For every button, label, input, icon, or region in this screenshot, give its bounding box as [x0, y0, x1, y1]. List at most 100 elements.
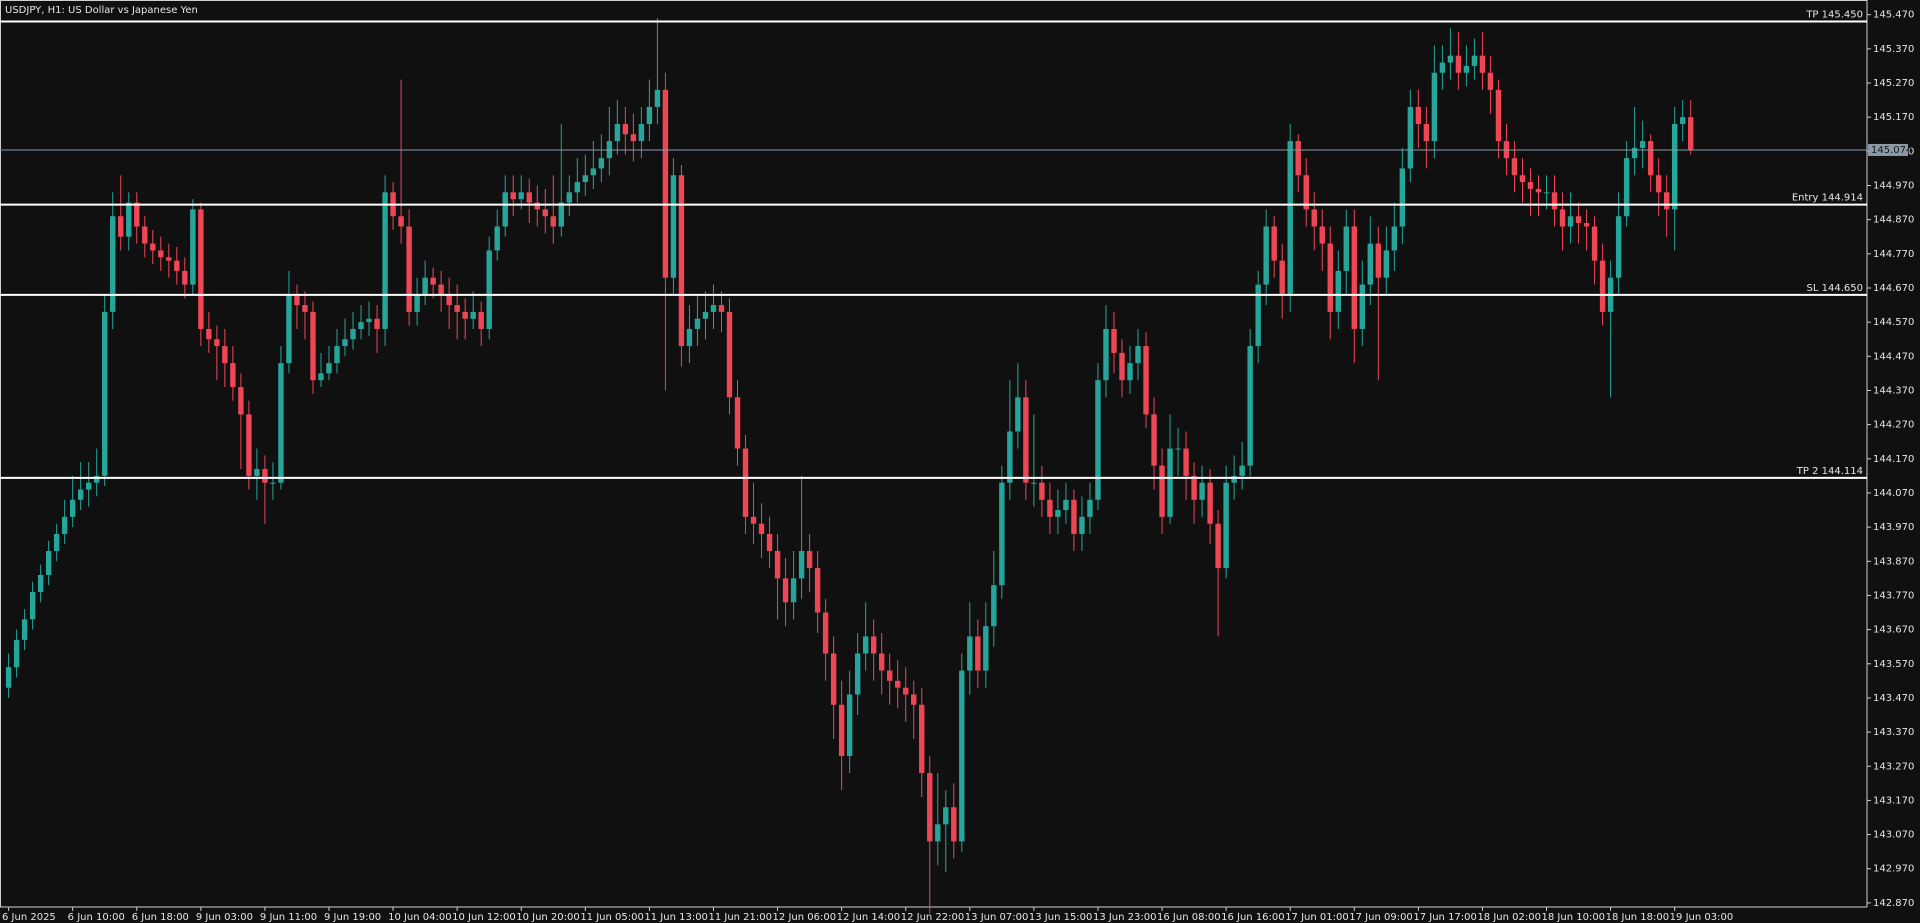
candle-body	[318, 373, 324, 381]
candle-body	[1143, 346, 1149, 415]
candle-body	[1423, 124, 1430, 142]
candle-body	[1167, 448, 1173, 517]
x-tick-label: 10 Jun 20:00	[516, 912, 580, 923]
candle-body	[526, 192, 532, 203]
x-tick-label: 18 Jun 02:00	[1477, 912, 1541, 923]
candle-body	[630, 134, 637, 142]
candle-body	[1247, 346, 1253, 466]
candle-body	[1599, 260, 1606, 312]
candle-body	[614, 124, 621, 142]
candle-body	[1688, 117, 1694, 150]
candle-body	[310, 311, 316, 381]
level-label: Entry 144.914	[1792, 193, 1863, 204]
candle-body	[1487, 72, 1494, 90]
candle-body	[1159, 465, 1165, 517]
candle-body	[374, 318, 380, 329]
candle-body	[286, 294, 292, 364]
candle-body	[1263, 226, 1269, 285]
candle-body	[422, 277, 428, 295]
candle-body	[1095, 380, 1101, 500]
candle-body	[1527, 182, 1534, 189]
candle-body	[1031, 482, 1037, 484]
x-tick-label: 12 Jun 22:00	[901, 912, 965, 923]
candle-body	[710, 305, 717, 312]
candle-body	[1535, 188, 1542, 193]
x-tick-label: 12 Jun 14:00	[837, 912, 901, 923]
candle-body	[1127, 363, 1133, 381]
candle-body	[790, 578, 797, 603]
y-tick-label: 143.070	[1873, 830, 1914, 841]
candle-body	[1543, 192, 1550, 194]
candle-body	[774, 551, 781, 579]
candle-body	[694, 318, 701, 329]
candle-body	[1119, 352, 1125, 381]
x-tick-label: 18 Jun 18:00	[1606, 912, 1670, 923]
candle-body	[398, 216, 404, 227]
y-tick-label: 145.370	[1873, 44, 1914, 55]
candle-body	[582, 175, 589, 183]
candle-body	[1631, 147, 1638, 159]
candle-body	[1223, 482, 1229, 569]
level-label: SL 144.650	[1807, 283, 1863, 294]
candle-body	[870, 636, 877, 654]
candle-body	[294, 294, 300, 306]
x-tick-label: 16 Jun 16:00	[1221, 912, 1285, 923]
candle-body	[638, 124, 645, 142]
candle-body	[430, 277, 436, 285]
x-tick-label: 10 Jun 04:00	[388, 912, 452, 923]
candle-body	[334, 346, 340, 364]
candle-body	[342, 339, 348, 347]
candle-body	[270, 482, 276, 484]
candle-body	[5, 667, 12, 688]
candle-body	[510, 192, 516, 200]
candle-body	[1375, 243, 1382, 278]
candle-body	[1191, 475, 1197, 500]
candle-body	[1463, 65, 1470, 73]
candle-body	[726, 311, 733, 398]
candle-body	[358, 322, 364, 329]
candle-body	[1671, 124, 1678, 210]
x-tick-label: 17 Jun 17:00	[1413, 912, 1477, 923]
candle-body	[1071, 499, 1077, 534]
candle-body	[590, 168, 597, 176]
candle-body	[1271, 226, 1277, 261]
candle-body	[21, 619, 28, 640]
y-tick-label: 144.970	[1873, 180, 1914, 191]
candle-body	[166, 257, 172, 261]
candle-body	[1015, 397, 1021, 432]
candle-body	[622, 124, 629, 135]
level-label: TP 2 144.114	[1796, 466, 1863, 477]
candle-body	[702, 311, 709, 319]
y-tick-label: 143.770	[1873, 590, 1914, 601]
y-tick-label: 143.670	[1873, 625, 1914, 636]
x-tick-label: 17 Jun 01:00	[1285, 912, 1349, 923]
candle-body	[198, 209, 204, 329]
candle-body	[967, 636, 973, 671]
y-tick-label: 143.870	[1873, 556, 1914, 567]
candle-body	[846, 694, 853, 757]
candle-body	[991, 585, 997, 627]
candle-body	[1039, 482, 1045, 500]
candle-body	[158, 250, 164, 258]
candle-body	[1567, 216, 1574, 227]
candle-body	[654, 89, 661, 107]
y-tick-label: 143.470	[1873, 693, 1914, 704]
candle-body	[1183, 448, 1189, 476]
candle-body	[1583, 223, 1590, 227]
candle-body	[1591, 226, 1598, 261]
candle-body	[999, 482, 1005, 586]
candle-body	[766, 533, 773, 552]
candle-body	[326, 363, 332, 374]
candle-body	[1519, 175, 1526, 183]
candle-body	[494, 226, 500, 251]
candle-body	[222, 346, 228, 364]
candle-body	[1239, 465, 1245, 476]
candle-body	[142, 226, 148, 244]
y-tick-label: 144.670	[1873, 283, 1914, 294]
candle-body	[254, 469, 260, 476]
candle-body	[1207, 482, 1213, 524]
candle-body	[1111, 328, 1117, 353]
x-tick-label: 17 Jun 09:00	[1349, 912, 1413, 923]
candle-body	[446, 294, 452, 306]
